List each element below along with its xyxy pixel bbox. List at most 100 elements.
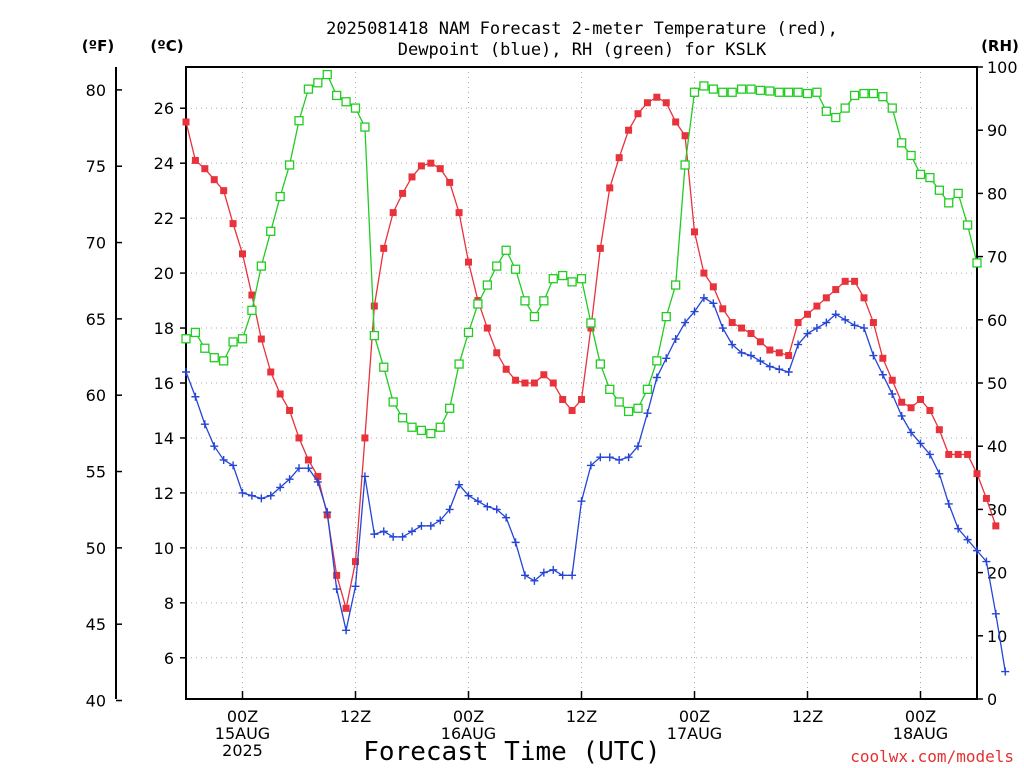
temperature-point xyxy=(436,165,444,173)
dewpoint-point xyxy=(530,576,539,585)
temperature-point xyxy=(502,365,510,373)
rh-point xyxy=(972,258,982,268)
temperature-point xyxy=(408,173,416,181)
rh-tick-label: 40 xyxy=(987,437,1007,456)
temperature-point xyxy=(333,571,341,579)
temperature-point xyxy=(380,244,388,252)
rh-point xyxy=(680,160,690,170)
dewpoint-point xyxy=(247,491,256,500)
fahrenheit-tick-label: 40 xyxy=(86,692,106,711)
dewpoint-point xyxy=(351,582,360,591)
dewpoint-point xyxy=(954,524,963,533)
dewpoint-point xyxy=(568,571,577,580)
temperature-point xyxy=(417,162,425,170)
temperature-point xyxy=(201,165,209,173)
dewpoint-point xyxy=(794,340,803,349)
dewpoint-point xyxy=(295,464,303,473)
dewpoint-point xyxy=(973,546,981,555)
temperature-point xyxy=(719,305,727,313)
dewpoint-point xyxy=(869,351,878,360)
fahrenheit-tick-label: 80 xyxy=(86,81,106,100)
temperature-point xyxy=(615,154,623,162)
temperature-point xyxy=(530,379,538,387)
rh-point xyxy=(840,103,850,113)
dewpoint-point xyxy=(360,472,369,481)
temperature-point xyxy=(709,283,717,291)
dewpoint-point xyxy=(342,626,351,635)
dewpoint-point xyxy=(389,532,398,541)
rh-point xyxy=(510,264,521,274)
rh-point xyxy=(520,296,530,306)
dewpoint-point xyxy=(671,335,680,344)
rh-tick-label: 50 xyxy=(987,374,1007,393)
rh-point xyxy=(200,343,210,353)
dewpoint-point xyxy=(502,513,511,522)
temperature-point xyxy=(643,99,651,107)
rh-point xyxy=(623,406,634,417)
rh-point xyxy=(539,296,549,306)
dewpoint-point xyxy=(860,324,868,333)
rh-point xyxy=(209,353,219,363)
rh-point xyxy=(774,87,784,97)
temperature-point xyxy=(794,319,802,327)
temperature-point xyxy=(935,426,943,434)
dewpoint-point xyxy=(521,571,529,580)
fahrenheit-tick-label: 60 xyxy=(86,386,106,405)
rh-point xyxy=(633,403,643,413)
dewpoint-point xyxy=(681,318,690,327)
rh-point xyxy=(727,87,737,97)
temperature-point xyxy=(559,395,567,403)
dewpoint-point xyxy=(728,340,737,349)
fahrenheit-tick-label: 75 xyxy=(86,157,106,176)
temperature-point xyxy=(352,558,359,566)
rh-point xyxy=(247,305,257,315)
rh-point xyxy=(849,90,860,101)
rh-point xyxy=(454,359,464,369)
temperature-point xyxy=(888,376,896,384)
dewpoint-point xyxy=(841,315,850,324)
celsius-tick-label: 16 xyxy=(154,374,174,393)
rh-point xyxy=(821,106,831,116)
dewpoint-point xyxy=(455,480,464,489)
temperature-point xyxy=(860,294,868,302)
rh-point xyxy=(878,92,888,102)
temperature-point xyxy=(841,277,849,285)
temperature-point xyxy=(229,220,237,228)
dewpoint-point xyxy=(426,521,435,530)
temperature-point xyxy=(606,184,614,192)
rh-point xyxy=(407,422,417,432)
dewpoint-point xyxy=(756,357,765,366)
dewpoint-point xyxy=(982,557,991,566)
dewpoint-point xyxy=(285,475,294,484)
temperature-point xyxy=(191,156,199,164)
rh-tick-label: 100 xyxy=(987,58,1018,77)
temperature-point xyxy=(389,209,397,217)
rh-point xyxy=(746,84,756,94)
rh-tick-label: 70 xyxy=(987,248,1007,267)
temperature-point xyxy=(813,302,821,310)
dewpoint-point xyxy=(257,494,266,503)
temperature-point xyxy=(182,118,190,126)
rh-point xyxy=(548,274,558,284)
temperature-point xyxy=(917,395,924,403)
dewpoint-point xyxy=(850,321,859,330)
dewpoint-point xyxy=(398,532,407,541)
fahrenheit-tick-label: 50 xyxy=(86,539,106,558)
celsius-tick-label: 24 xyxy=(154,154,174,173)
dewpoint-point xyxy=(370,530,379,539)
temperature-point xyxy=(342,604,350,612)
temperature-point xyxy=(587,324,595,332)
dewpoint-point xyxy=(313,477,322,486)
rh-point xyxy=(219,356,229,366)
rh-point xyxy=(322,69,332,80)
dewpoint-point xyxy=(652,373,661,382)
rh-point xyxy=(802,88,813,99)
rh-point xyxy=(652,356,662,366)
dewpoint-point xyxy=(831,310,840,319)
temperature-point xyxy=(596,244,604,252)
temperature-point xyxy=(898,398,906,406)
dewpoint-point xyxy=(483,502,492,511)
temperature-point xyxy=(568,406,576,414)
rh-tick-label: 80 xyxy=(987,184,1007,203)
